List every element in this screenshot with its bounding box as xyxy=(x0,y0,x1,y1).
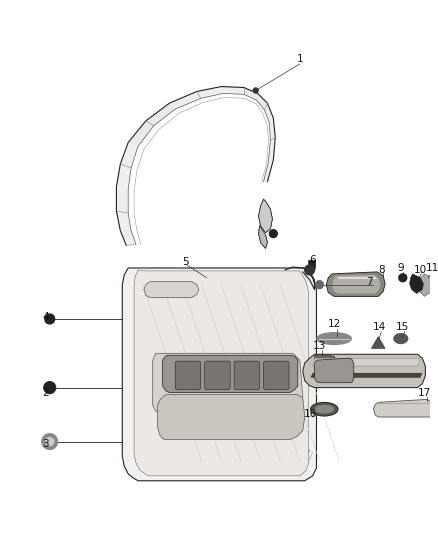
Ellipse shape xyxy=(314,405,334,414)
Polygon shape xyxy=(326,272,385,296)
Polygon shape xyxy=(373,399,432,417)
Text: 12: 12 xyxy=(328,319,341,329)
Circle shape xyxy=(315,281,323,288)
Polygon shape xyxy=(314,358,354,383)
Polygon shape xyxy=(313,358,420,366)
Text: 15: 15 xyxy=(396,322,410,332)
FancyBboxPatch shape xyxy=(175,361,201,390)
Text: 13: 13 xyxy=(313,342,326,351)
Circle shape xyxy=(399,274,407,282)
Ellipse shape xyxy=(394,334,408,343)
Text: 6: 6 xyxy=(309,255,316,265)
Ellipse shape xyxy=(311,402,338,416)
Polygon shape xyxy=(122,268,317,481)
Polygon shape xyxy=(128,86,268,147)
Text: 7: 7 xyxy=(366,277,373,287)
Polygon shape xyxy=(258,226,268,248)
Text: 1: 1 xyxy=(297,54,303,64)
FancyBboxPatch shape xyxy=(264,361,289,390)
Polygon shape xyxy=(162,356,298,392)
Polygon shape xyxy=(311,373,422,378)
Circle shape xyxy=(44,382,56,393)
Text: 16: 16 xyxy=(304,409,317,419)
Polygon shape xyxy=(158,394,305,440)
Circle shape xyxy=(253,88,258,93)
Circle shape xyxy=(269,230,277,238)
Polygon shape xyxy=(418,274,432,296)
Text: 8: 8 xyxy=(378,265,385,275)
Text: 2: 2 xyxy=(42,387,49,398)
Polygon shape xyxy=(371,337,385,349)
Circle shape xyxy=(42,434,57,449)
Polygon shape xyxy=(332,275,380,294)
Polygon shape xyxy=(258,199,272,233)
Polygon shape xyxy=(410,274,424,294)
Polygon shape xyxy=(144,282,199,297)
Circle shape xyxy=(46,438,53,446)
Circle shape xyxy=(45,314,55,324)
Text: 3: 3 xyxy=(42,440,49,449)
Text: 9: 9 xyxy=(398,263,404,273)
Ellipse shape xyxy=(317,333,351,344)
Polygon shape xyxy=(153,353,303,413)
Polygon shape xyxy=(303,354,425,387)
Text: 14: 14 xyxy=(373,322,386,332)
Polygon shape xyxy=(134,270,309,476)
FancyBboxPatch shape xyxy=(307,260,315,268)
FancyBboxPatch shape xyxy=(234,361,260,390)
Polygon shape xyxy=(244,87,276,182)
Text: 17: 17 xyxy=(418,387,431,398)
Text: 4: 4 xyxy=(42,312,49,322)
Polygon shape xyxy=(117,103,175,245)
Text: 5: 5 xyxy=(182,257,188,267)
FancyBboxPatch shape xyxy=(205,361,230,390)
Circle shape xyxy=(305,265,314,275)
Text: 10: 10 xyxy=(414,265,427,275)
Polygon shape xyxy=(314,354,336,363)
Text: 11: 11 xyxy=(426,263,438,273)
